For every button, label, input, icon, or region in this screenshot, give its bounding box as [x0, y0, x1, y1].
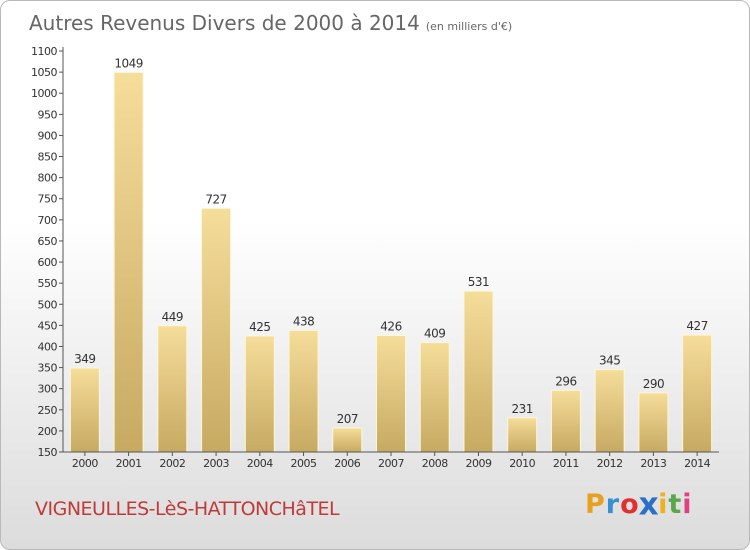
- x-tick-label: 2010: [509, 457, 535, 470]
- logo-letter: P: [585, 489, 606, 520]
- logo-letter: x: [638, 486, 660, 523]
- x-tick-label: 2004: [247, 457, 273, 470]
- bar-value-label: 427: [686, 319, 707, 333]
- bar-value-label: 438: [293, 314, 314, 328]
- y-tick-label: 850: [38, 151, 58, 164]
- logo-letter: i: [658, 489, 669, 520]
- x-tick-label: 2011: [553, 457, 579, 470]
- x-tick-label: 2014: [684, 457, 710, 470]
- y-tick-label: 800: [38, 172, 58, 185]
- bar: [594, 369, 625, 453]
- y-tick-label: 900: [38, 129, 58, 142]
- x-tick-label: 2008: [422, 457, 448, 470]
- bar-value-label: 345: [599, 354, 620, 368]
- title-unit: (en milliers d'€): [425, 20, 513, 33]
- x-tick-label: 2005: [291, 457, 317, 470]
- y-tick-label: 1000: [31, 87, 57, 100]
- x-tick-label: 2000: [72, 457, 98, 470]
- y-tick-label: 1100: [31, 45, 57, 58]
- y-tick-label: 150: [38, 446, 58, 459]
- y-tick-label: 750: [38, 193, 58, 206]
- bar: [550, 389, 581, 453]
- bar: [376, 334, 406, 453]
- y-tick-label: 650: [38, 235, 58, 248]
- x-tick-label: 2007: [378, 457, 404, 470]
- commune-name: VIGNEULLES-LèS-HATTONCHâTEL: [35, 498, 340, 520]
- y-tick-label: 400: [38, 340, 58, 353]
- x-tick-label: 2001: [116, 457, 142, 470]
- bar-value-label: 425: [249, 320, 270, 334]
- bar: [288, 329, 319, 453]
- bar-value-label: 727: [205, 192, 226, 206]
- bar-value-label: 426: [380, 319, 401, 333]
- logo-letter: r: [605, 489, 621, 520]
- x-tick-label: 2003: [203, 457, 229, 470]
- x-tick-label: 2012: [597, 457, 623, 470]
- bar: [157, 325, 188, 453]
- bar: [201, 207, 232, 453]
- bar-value-label: 207: [337, 412, 358, 426]
- y-tick-label: 200: [38, 425, 58, 438]
- y-tick-label: 350: [38, 362, 58, 375]
- bar-value-label: 296: [555, 374, 576, 388]
- logo-letter: t: [668, 489, 683, 520]
- y-tick-label: 500: [38, 298, 58, 311]
- bar-value-label: 531: [468, 275, 489, 289]
- x-tick-label: 2006: [334, 457, 360, 470]
- x-tick-label: 2002: [159, 457, 185, 470]
- y-tick-label: 1050: [31, 66, 57, 79]
- x-tick-label: 2013: [640, 457, 666, 470]
- bar: [419, 342, 450, 453]
- proxiti-logo: Proxiti: [585, 486, 693, 523]
- bar: [638, 392, 669, 453]
- logo-letter: i: [682, 489, 693, 520]
- bar: [332, 427, 363, 453]
- y-tick-label: 550: [38, 277, 58, 290]
- x-tick-label: 2009: [465, 457, 491, 470]
- title-text: Autres Revenus Divers de 2000 à 2014: [29, 11, 420, 35]
- y-tick-label: 700: [38, 214, 58, 227]
- y-tick-label: 300: [38, 383, 58, 396]
- chart-title: Autres Revenus Divers de 2000 à 2014 (en …: [29, 11, 512, 35]
- bar: [113, 72, 144, 453]
- bar-value-label: 290: [643, 377, 664, 391]
- bar: [69, 367, 100, 453]
- y-tick-label: 950: [38, 108, 58, 121]
- logo-letter: o: [620, 489, 640, 520]
- bar-value-label: 409: [424, 327, 445, 341]
- bar-value-label: 1049: [114, 57, 143, 71]
- y-tick-label: 250: [38, 404, 58, 417]
- bar: [463, 290, 494, 453]
- bar-value-label: 449: [162, 310, 183, 324]
- y-tick-label: 450: [38, 319, 58, 332]
- bar: [682, 334, 713, 453]
- y-tick-label: 600: [38, 256, 58, 269]
- bar-value-label: 349: [74, 352, 95, 366]
- bar-value-label: 231: [511, 402, 532, 416]
- bar: [507, 417, 538, 453]
- bar: [244, 335, 275, 453]
